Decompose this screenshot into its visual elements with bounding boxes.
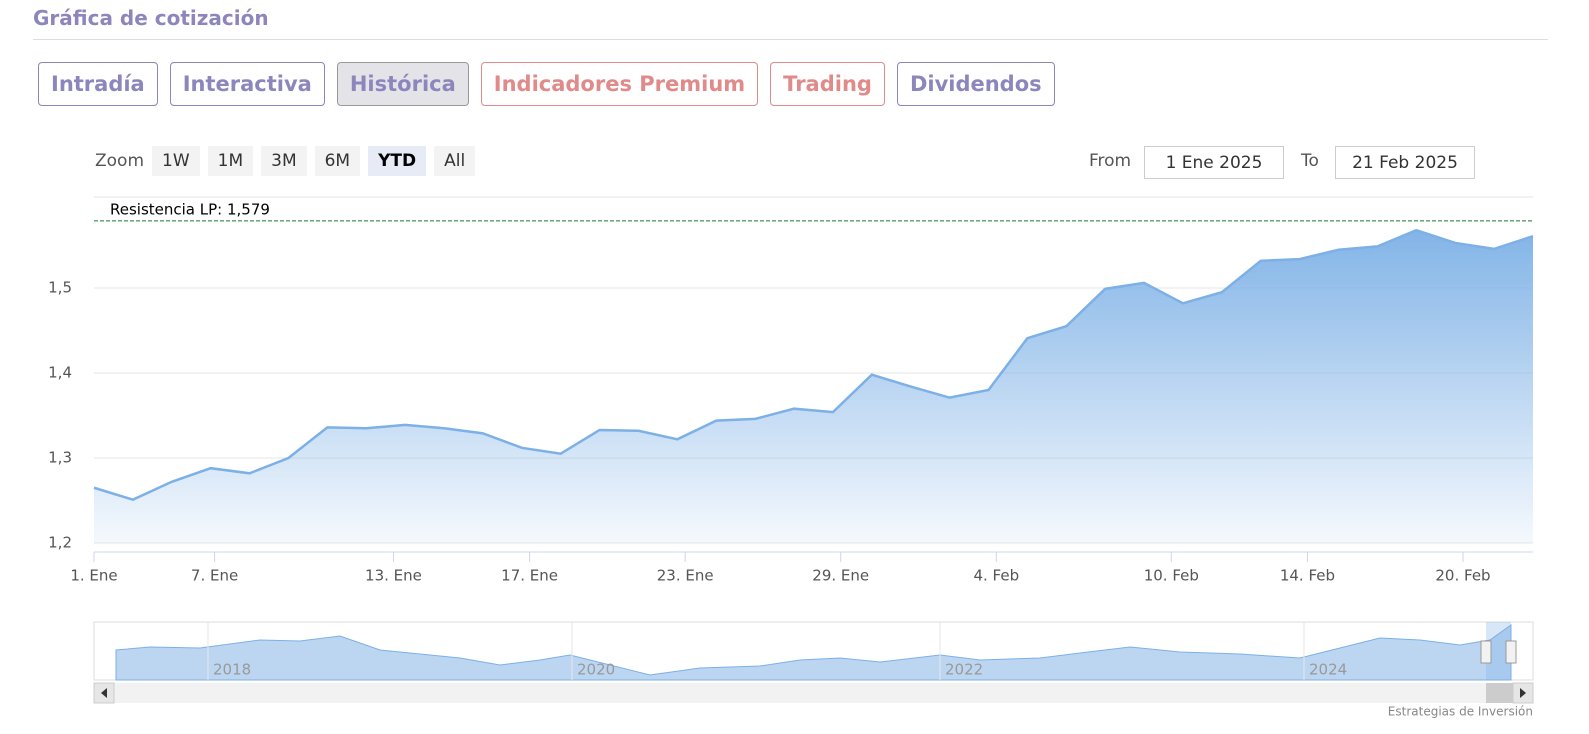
area-fill	[94, 230, 1533, 543]
x-tick-label: 10. Feb	[1144, 567, 1199, 585]
arrow	[101, 688, 107, 698]
navigator-label: 2024	[1309, 661, 1347, 679]
y-tick-label: 1,4	[48, 364, 72, 382]
navigator-handle[interactable]	[1505, 640, 1517, 664]
section-title: Gráfica de cotización	[33, 6, 269, 30]
zoom-button[interactable]: 1W	[152, 146, 200, 176]
x-tick-label: 23. Ene	[657, 567, 714, 585]
tab-bar: Intradía Interactiva Histórica Indicadores …	[38, 62, 1055, 106]
scroll-thumb[interactable]	[1486, 683, 1513, 703]
credits: Estrategias de Inversión	[1388, 705, 1533, 719]
scrollbar[interactable]	[94, 683, 1533, 703]
zoom-button[interactable]: 3M	[261, 146, 307, 176]
navigator-label: 2022	[945, 661, 983, 679]
from-label: From	[1089, 151, 1132, 171]
tab[interactable]: Interactiva	[169, 62, 325, 106]
navigator-label: 2018	[213, 661, 251, 679]
tab[interactable]: Intradía	[38, 62, 158, 106]
x-tick-label: 13. Ene	[365, 567, 422, 585]
zoom-button[interactable]: 1M	[207, 146, 254, 176]
navigator-series	[115, 624, 1512, 681]
x-tick-label: 17. Ene	[501, 567, 558, 585]
tab[interactable]: Trading	[770, 62, 885, 106]
to-input[interactable]: 21 Feb 2025	[1335, 146, 1475, 179]
zoom-bar: Zoom 1W 1M 3M 6M YTD All	[95, 146, 476, 176]
navigator-handle[interactable]	[1480, 640, 1492, 664]
tab[interactable]: Histórica	[336, 62, 469, 106]
navigator: 2018 2020 2022 2024	[93, 621, 1534, 704]
zoom-button[interactable]: 6M	[314, 146, 361, 176]
y-tick-label: 1,5	[48, 279, 72, 297]
y-tick-label: 1,3	[48, 449, 72, 467]
x-tick-label: 7. Ene	[191, 567, 238, 585]
annotation-label: Resistencia LP: 1,579	[110, 200, 270, 218]
to-label: To	[1301, 151, 1319, 171]
line	[93, 228, 1534, 501]
x-tick-label: 1. Ene	[70, 567, 117, 585]
from-input[interactable]: 1 Ene 2025	[1144, 146, 1284, 179]
arrow	[1520, 688, 1526, 698]
divider	[33, 39, 1548, 40]
x-tick-label: 20. Feb	[1435, 567, 1490, 585]
y-tick-label: 1,2	[48, 534, 72, 552]
tab[interactable]: Dividendos	[896, 62, 1055, 106]
zoom-label: Zoom	[95, 151, 145, 171]
x-tick-label: 14. Feb	[1280, 567, 1335, 585]
navigator-label: 2020	[577, 661, 615, 679]
zoom-button[interactable]: All	[434, 146, 476, 176]
zoom-button[interactable]: YTD	[368, 146, 427, 176]
tab[interactable]: Indicadores Premium	[480, 62, 759, 106]
x-tick-label: 29. Ene	[812, 567, 869, 585]
x-tick-label: 4. Feb	[973, 567, 1019, 585]
